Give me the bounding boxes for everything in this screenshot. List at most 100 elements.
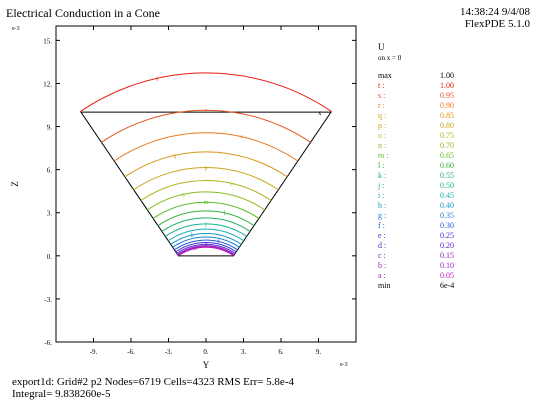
plot-annotation: x xyxy=(318,109,322,117)
x-tick-label: -9. xyxy=(90,348,98,356)
legend-row-h: h : 0.40 xyxy=(378,201,538,211)
legend-level-label: h : xyxy=(378,201,387,210)
legend-level-label: b : xyxy=(378,261,387,270)
x-scale-label: e-3 xyxy=(340,362,348,368)
legend-level-label: c : xyxy=(378,251,386,260)
legend-level-value: 0.40 xyxy=(440,201,454,210)
legend-row-c: c : 0.15 xyxy=(378,251,538,261)
y-tick-label: 6. xyxy=(47,167,53,175)
legend-level-value: 0.35 xyxy=(440,211,454,220)
contour-line-h xyxy=(170,232,242,245)
legend-level-label: p : xyxy=(378,121,387,130)
contour-line-p xyxy=(133,167,279,191)
legend-level-label: o : xyxy=(378,131,387,140)
legend-row-i: i : 0.45 xyxy=(378,191,538,201)
legend-subtitle: on x = 0 xyxy=(378,54,402,62)
legend-row-r: r : 0.90 xyxy=(378,101,538,111)
contour-line-m xyxy=(152,201,260,219)
legend-max-value: 1.00 xyxy=(440,71,454,80)
contour-label-s: s xyxy=(205,108,208,114)
legend-row-k: k : 0.55 xyxy=(378,171,538,181)
legend-level-label: d : xyxy=(378,241,387,250)
footer-line-2: Integral= 9.838260e-5 xyxy=(12,388,111,400)
contour-line-e xyxy=(175,242,237,253)
contour-label-q: q xyxy=(173,153,176,159)
contour-line-q xyxy=(124,151,288,178)
contour-label-m: m xyxy=(204,200,209,206)
contour-label-p: p xyxy=(205,166,208,172)
legend-level-value: 0.25 xyxy=(440,231,454,240)
x-tick-label: -6. xyxy=(127,348,135,356)
contour-line-i xyxy=(167,228,245,242)
x-tick-label: 9. xyxy=(316,348,322,356)
legend-row-e: e : 0.25 xyxy=(378,231,538,241)
legend-row-t: t : 1.00 xyxy=(378,81,538,91)
y-tick-label: 12. xyxy=(43,80,52,88)
y-tick-label: 9. xyxy=(47,124,53,132)
legend-levels: t : 1.00 s : 0.95 r : 0.90 q : 0.85 p : 0.80 o : 0.… xyxy=(378,81,538,281)
legend-level-label: s : xyxy=(378,91,386,100)
contour-line-l xyxy=(157,210,255,227)
timestamp-block: 14:38:24 9/4/08 FlexPDE 5.1.0 xyxy=(460,6,530,30)
contour-line-j xyxy=(165,223,247,237)
legend-row-p: p : 0.80 xyxy=(378,121,538,131)
legend-min-value: 6e-4 xyxy=(440,281,455,290)
software-version: FlexPDE 5.1.0 xyxy=(464,18,530,30)
legend: U on x = 0 max 1.00 t : 1.00 s : 0.95 r : 0.9… xyxy=(378,42,538,291)
legend-row-q: q : 0.85 xyxy=(378,111,538,121)
x-tick-label: 0. xyxy=(203,348,209,356)
legend-level-value: 0.50 xyxy=(440,181,454,190)
legend-level-label: r : xyxy=(378,101,385,110)
contour-line-n xyxy=(147,191,265,211)
legend-level-value: 0.75 xyxy=(440,131,454,140)
legend-level-label: t : xyxy=(378,81,385,90)
contour-line-a xyxy=(178,246,234,257)
legend-level-value: 0.70 xyxy=(440,141,454,150)
legend-level-label: e : xyxy=(378,231,386,240)
x-axis-label: Y xyxy=(203,360,210,370)
chart-title: Electrical Conduction in a Cone xyxy=(6,6,160,20)
legend-max-label: max xyxy=(378,71,392,80)
y-tick-label: 0. xyxy=(47,253,53,261)
legend-level-label: m : xyxy=(378,151,389,160)
contour-label-f: f xyxy=(217,238,219,245)
legend-level-value: 0.90 xyxy=(440,101,454,110)
y-tick-label: -3. xyxy=(44,296,52,304)
contour-label-n: n xyxy=(182,192,185,198)
contour-line-r xyxy=(113,132,299,162)
legend-row-s: s : 0.95 xyxy=(378,91,538,101)
legend-title: U xyxy=(378,42,385,52)
contour-line-c xyxy=(177,245,235,255)
contour-line-g xyxy=(172,236,240,248)
legend-row-d: d : 0.20 xyxy=(378,241,538,251)
legend-level-value: 0.65 xyxy=(440,151,454,160)
legend-level-value: 0.10 xyxy=(440,261,454,270)
legend-max-row: max 1.00 xyxy=(378,71,538,81)
contour-label-j: j xyxy=(204,222,207,228)
contour-label-h: h xyxy=(191,233,194,239)
legend-level-value: 0.05 xyxy=(440,271,454,280)
plot-frame xyxy=(55,25,357,343)
legend-level-label: g : xyxy=(378,211,387,220)
x-tick-label: -3. xyxy=(165,348,173,356)
legend-level-value: 0.45 xyxy=(440,191,454,200)
contour-label-l: l xyxy=(224,211,226,217)
footer: export1d: Grid#2 p2 Nodes=6719 Cells=432… xyxy=(12,376,294,400)
legend-row-o: o : 0.75 xyxy=(378,131,538,141)
legend-level-label: k : xyxy=(378,171,387,180)
legend-level-label: f : xyxy=(378,221,385,230)
legend-level-value: 0.20 xyxy=(440,241,454,250)
legend-level-value: 0.55 xyxy=(440,171,454,180)
footer-line-1: export1d: Grid#2 p2 Nodes=6719 Cells=432… xyxy=(12,376,294,388)
legend-level-label: q : xyxy=(378,111,387,120)
legend-level-label: a : xyxy=(378,271,386,280)
legend-level-label: j : xyxy=(378,181,385,190)
legend-min-row: min 6e-4 xyxy=(378,281,538,291)
y-tick-label: -6. xyxy=(44,339,52,347)
legend-row-m: m : 0.65 xyxy=(378,151,538,161)
contour-line-k xyxy=(161,217,251,232)
contour-line-s xyxy=(101,109,311,143)
legend-row-g: g : 0.35 xyxy=(378,211,538,221)
domain-outline xyxy=(80,111,332,257)
